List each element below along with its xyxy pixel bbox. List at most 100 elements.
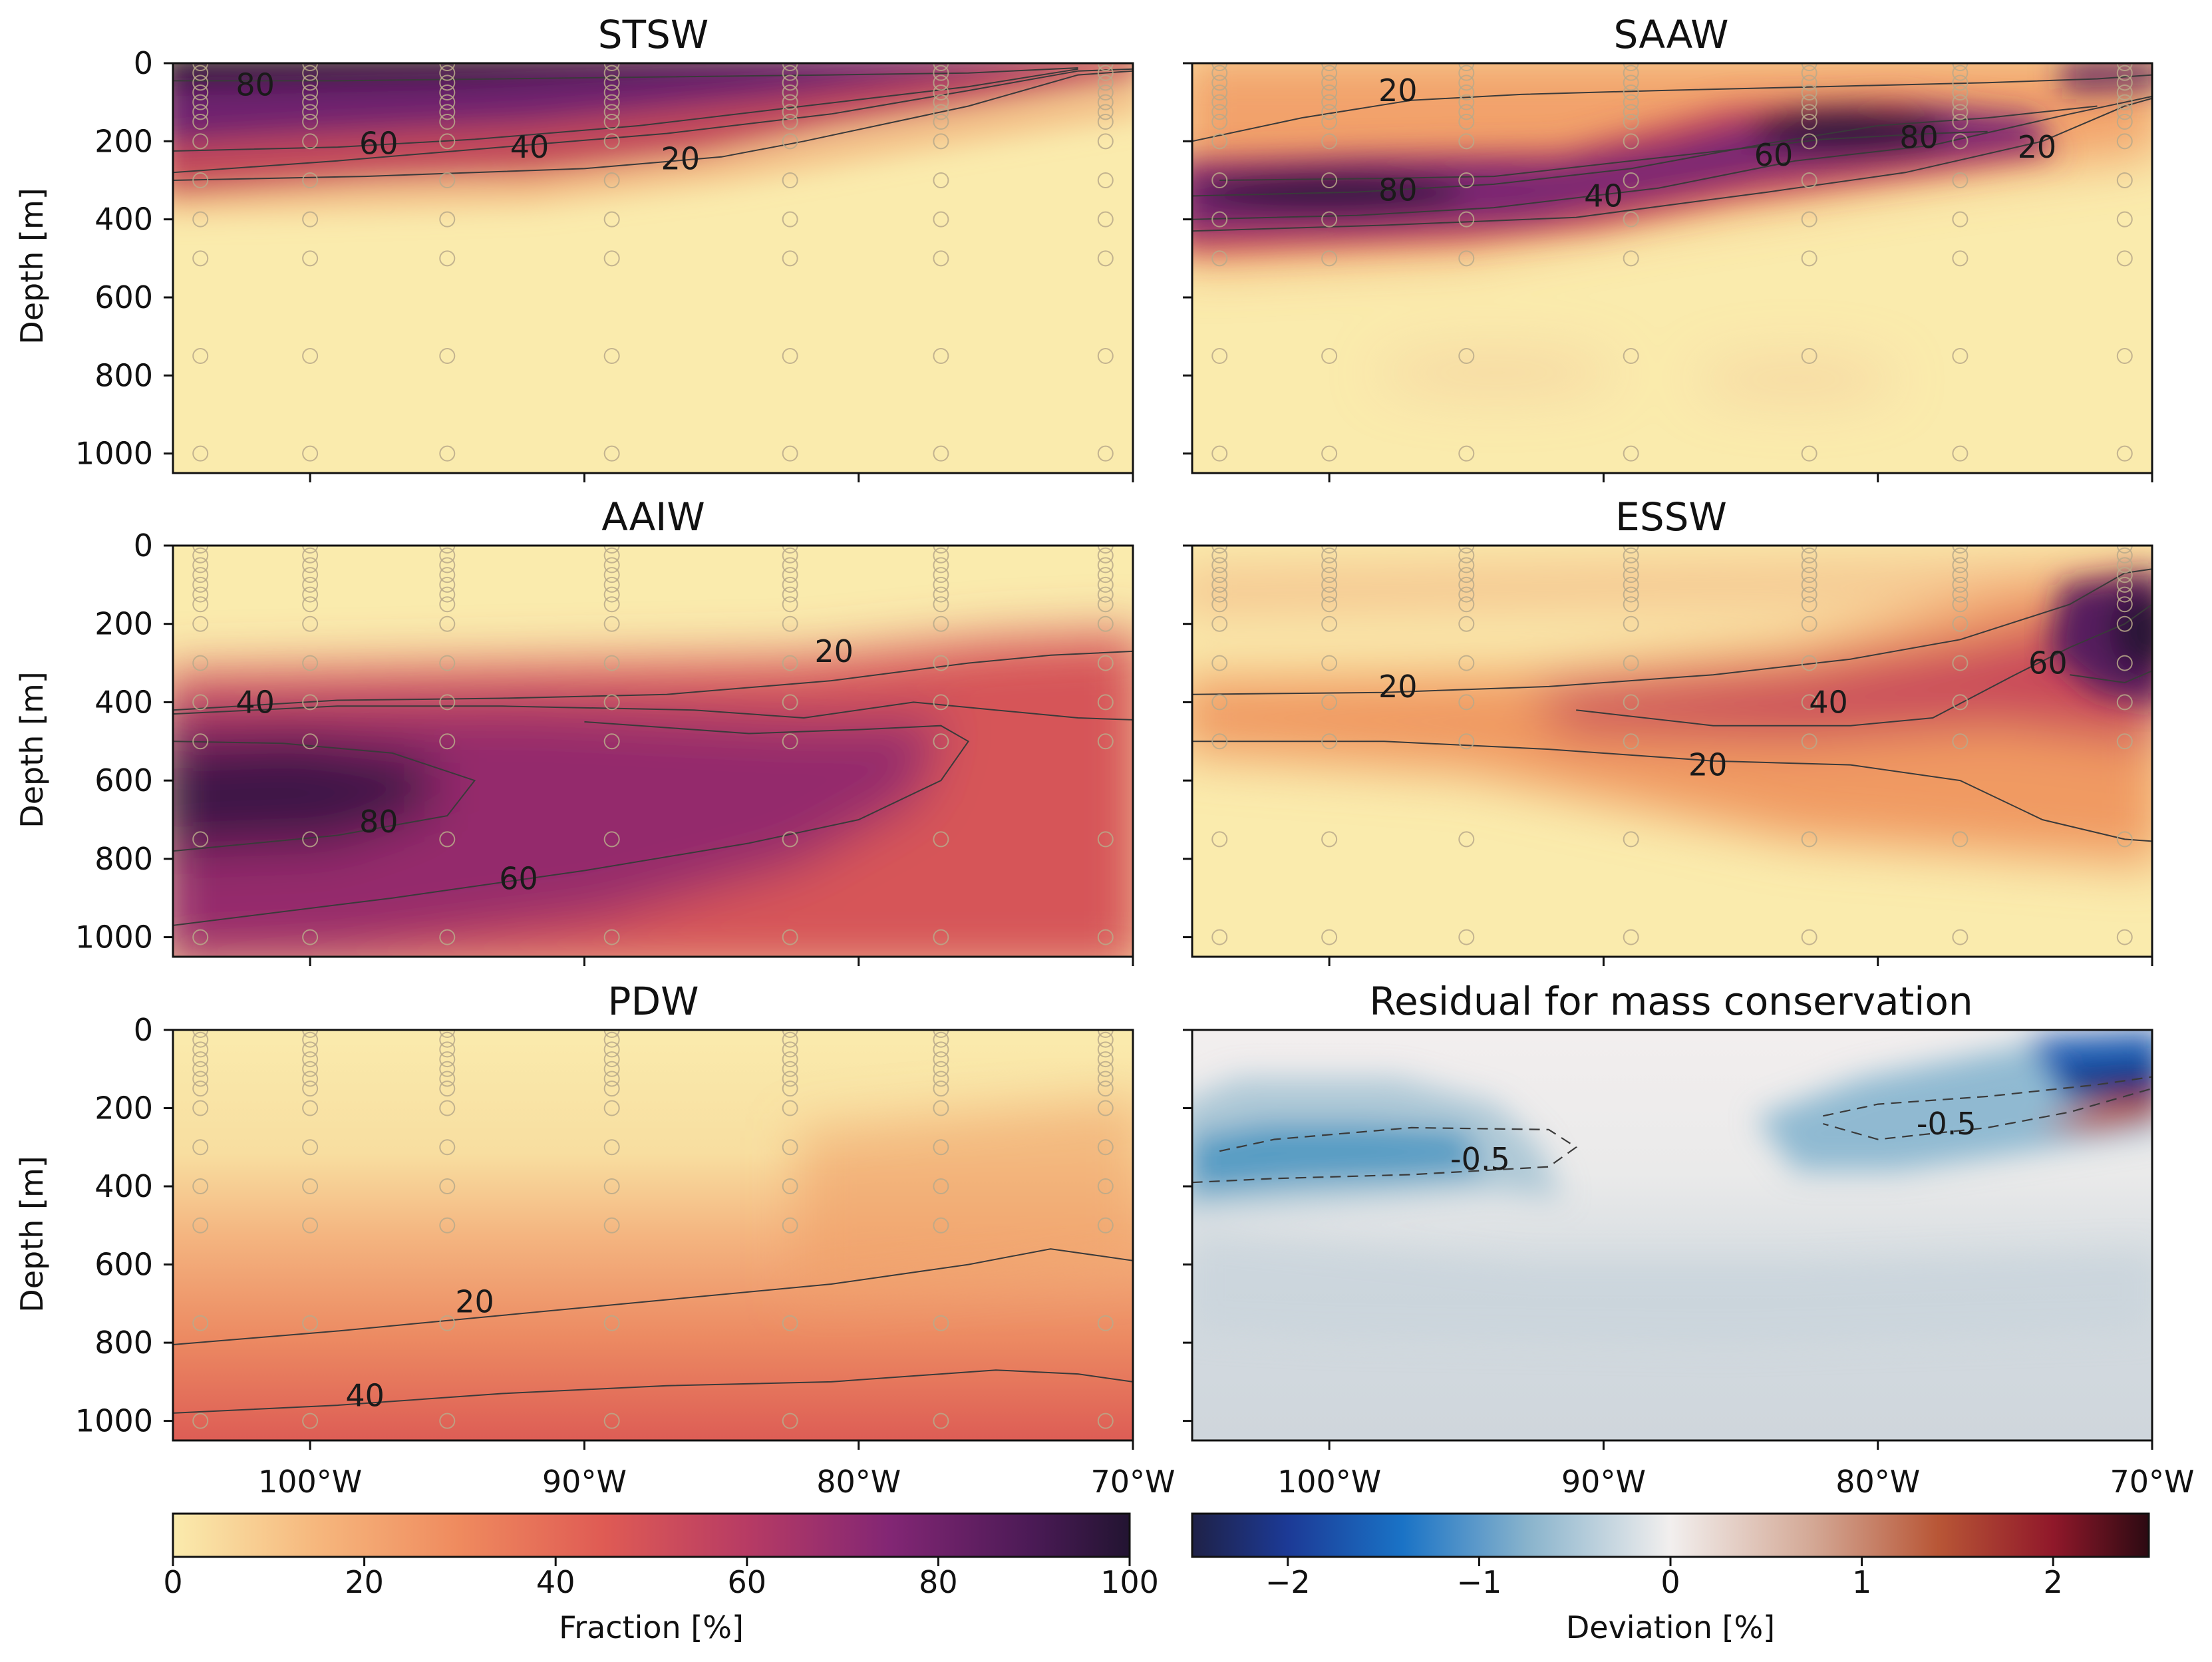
station-marker [439,831,456,848]
station-marker [302,1080,319,1097]
station-marker [1623,586,1639,603]
station-marker [933,65,949,81]
colorbar-gradient [172,1512,1131,1558]
station-marker [192,694,209,711]
y-axis-label: Depth [m] [14,188,50,344]
y-tick-label: 400 [94,202,153,238]
station-marker [192,1080,209,1097]
contour-label: 40 [1584,178,1623,214]
station-marker [1623,65,1639,81]
station-marker [439,929,456,945]
station-marker [603,94,620,110]
contour-label: 80 [236,67,275,102]
station-marker [439,546,456,554]
station-marker [1458,576,1475,593]
station-marker [302,348,319,364]
station-marker [1623,84,1639,100]
contour-line [1822,1076,2152,1140]
station-marker [302,1100,319,1116]
station-marker [302,1051,319,1068]
y-tick-label: 200 [94,123,153,159]
station-marker [439,576,456,593]
station-marker [782,104,798,120]
station-marker [603,445,620,462]
station-marker [782,1217,798,1234]
station-marker [1097,1031,1114,1048]
station-marker [302,133,319,150]
station-marker [603,1139,620,1156]
station-marker [192,1315,209,1331]
x-tick-label: 70°W [1090,1464,1175,1500]
contour-line [1192,105,2098,197]
station-marker [1952,133,1969,150]
station-marker [302,655,319,671]
station-marker [1211,694,1228,711]
station-marker [1801,547,1817,564]
x-ticks [309,957,1134,966]
station-marker [782,733,798,750]
station-marker [1801,615,1817,632]
station-marker [1623,576,1639,593]
station-marker [782,133,798,150]
station-marker [1623,831,1639,848]
station-marker [439,172,456,188]
station-marker [2116,84,2133,100]
station-marker [192,546,209,554]
colorbar-tick-label: 0 [1660,1564,1680,1600]
colorbar-tick-label: 40 [536,1564,575,1600]
station-marker [1211,546,1228,554]
station-marker [1211,557,1228,574]
station-marker [302,1061,319,1077]
panel-saaw: 20 80 40 60 80 20 [1183,62,2153,482]
station-marker [1801,133,1817,150]
station-marker [1321,348,1338,364]
panel-title: PDW [608,979,699,1024]
station-marker [1097,615,1114,632]
station-marker [782,63,798,71]
x-tick-label: 70°W [2110,1464,2194,1500]
station-marker [1097,211,1114,228]
station-marker [1211,133,1228,150]
station-marker [1952,211,1969,228]
station-marker [1801,250,1817,267]
contour-labels: 20 80 40 60 80 20 [1378,73,2056,214]
station-marker [1623,547,1639,564]
contour-label: -0.5 [1450,1141,1510,1177]
station-marker [1801,84,1817,100]
x-ticks [1328,473,2153,482]
station-marker [1952,929,1969,945]
station-marker [192,733,209,750]
station-marker [782,114,798,130]
station-marker [2116,615,2133,632]
station-marker [1097,733,1114,750]
station-marker [782,348,798,364]
station-marker [302,596,319,613]
station-marker [1321,831,1338,848]
station-marker [2116,211,2133,228]
station-marker [1623,546,1639,554]
station-marker [1321,75,1338,91]
station-marker [933,75,949,91]
station-marker [439,84,456,100]
station-marker [933,1061,949,1077]
station-marker [603,348,620,364]
station-marker [933,445,949,462]
colorbar-tick-label: −2 [1265,1564,1311,1600]
station-marker [302,567,319,583]
station-marker [933,211,949,228]
station-marker [933,172,949,188]
station-marker [192,1061,209,1077]
station-marker [439,445,456,462]
station-marker [1211,65,1228,81]
station-marker [192,1217,209,1234]
station-marker [439,733,456,750]
station-marker [302,547,319,564]
panel-aaiw: 0 200 400 600 800 1000 40 20 80 60 [75,528,1134,966]
station-marker [302,211,319,228]
station-marker [2116,172,2133,188]
station-marker [439,75,456,91]
station-marker [1623,94,1639,110]
contour-line [173,1369,1133,1414]
station-marker [1458,172,1475,188]
station-marker [1097,547,1114,564]
